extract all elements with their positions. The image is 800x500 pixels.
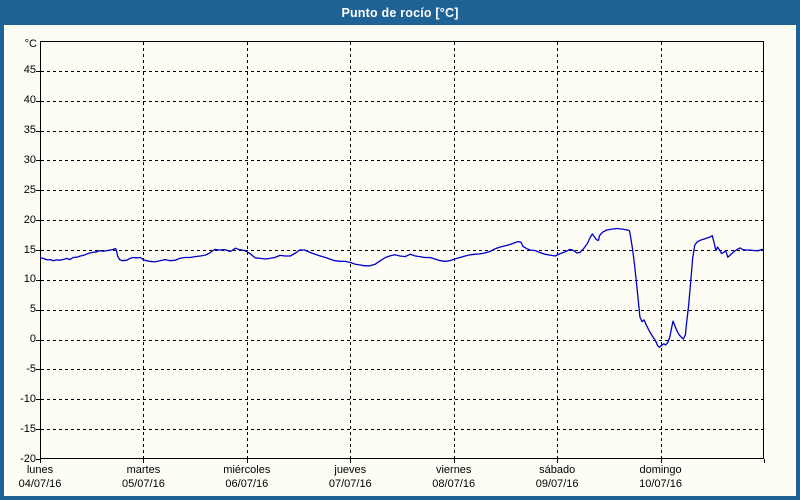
day-name-label: sábado: [539, 464, 576, 476]
day-date-label: 06/07/16: [225, 477, 269, 490]
y-axis-tick-label-45: 45: [23, 64, 36, 77]
y-axis-tick-label-30: 30: [23, 153, 36, 166]
day-date-label: 05/07/16: [122, 477, 165, 490]
y-axis-tick-label-5: 5: [29, 303, 36, 316]
y-axis-tick-label-35: 35: [23, 124, 36, 137]
y-axis-tick-label-0: 0: [29, 333, 36, 346]
chart-title-bar: Punto de rocío [°C]: [0, 0, 800, 25]
day-name-label: martes: [126, 464, 161, 476]
y-axis-unit-label: °C: [24, 38, 37, 50]
day-date-label: 04/07/16: [18, 477, 62, 490]
x-axis-label-sábado: sábado 09/07/16: [502, 464, 612, 491]
x-axis-label-lunes: lunes 04/07/16: [0, 464, 95, 491]
day-date-label: 07/07/16: [328, 477, 372, 490]
y-axis-tick-label--5: -5: [26, 362, 36, 375]
day-name-label: miércoles: [223, 464, 271, 476]
y-axis-tick-label-20: 20: [23, 213, 36, 226]
y-axis-tick-label-40: 40: [23, 94, 36, 107]
chart-content-panel: [4, 25, 796, 496]
day-name-label: domingo: [639, 464, 682, 476]
y-axis-tick-label-10: 10: [23, 273, 36, 286]
y-axis-tick-label--20: -20: [20, 452, 36, 465]
x-axis-label-jueves: jueves 07/07/16: [295, 464, 405, 491]
y-axis-tick-label--10: -10: [20, 392, 36, 405]
series-line-Punto de rocío: [39, 227, 765, 348]
day-date-label: 10/07/16: [639, 477, 682, 490]
x-axis-label-viernes: viernes 08/07/16: [399, 464, 509, 491]
day-date-label: 08/07/16: [432, 477, 476, 490]
day-name-label: jueves: [334, 464, 367, 476]
y-axis-tick-label-15: 15: [23, 243, 36, 256]
x-axis-label-martes: martes 05/07/16: [88, 464, 198, 491]
x-axis-label-domingo: domingo 10/07/16: [606, 464, 716, 491]
chart-title: Punto de rocío [°C]: [341, 5, 459, 20]
day-name-label: viernes: [435, 464, 472, 476]
x-axis-label-miércoles: miércoles 06/07/16: [192, 464, 302, 491]
y-axis-tick-label-25: 25: [23, 183, 36, 196]
y-axis-tick-label--15: -15: [20, 422, 36, 435]
day-name-label: lunes: [26, 464, 54, 476]
day-date-label: 09/07/16: [535, 477, 579, 490]
